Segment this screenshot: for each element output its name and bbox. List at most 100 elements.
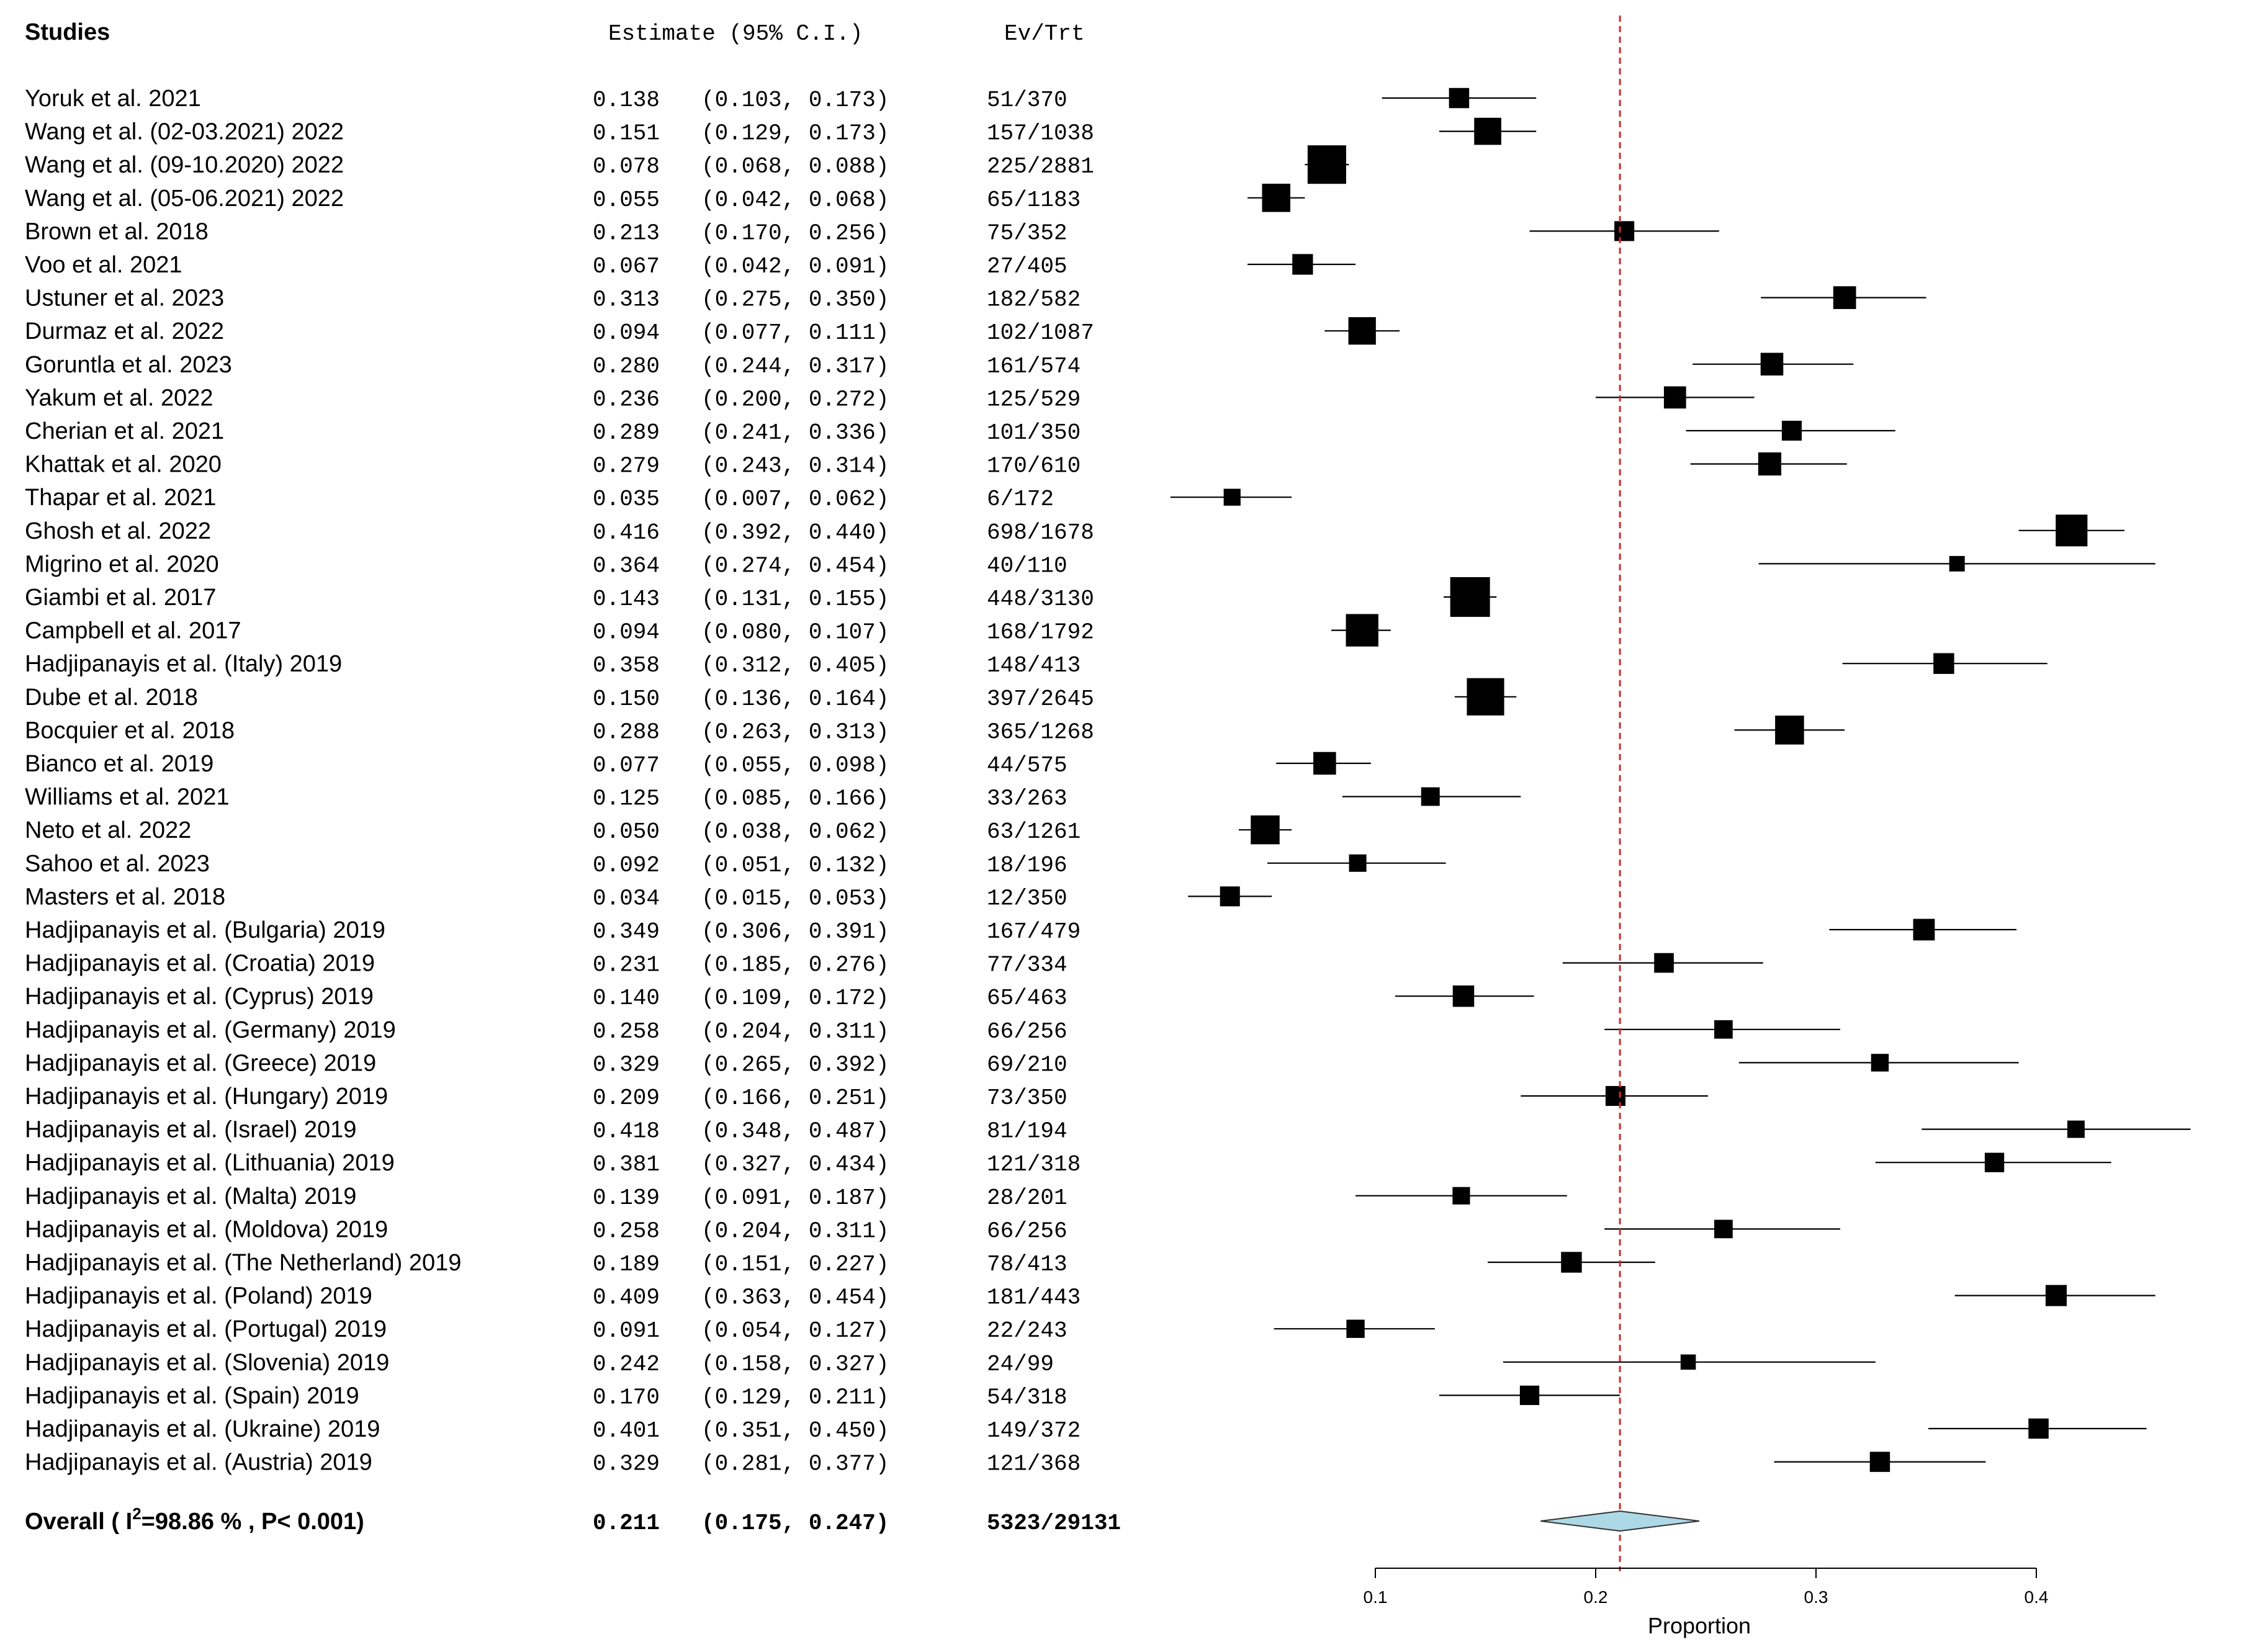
study-estimate: 0.139: [593, 1185, 660, 1211]
study-evtrt: 24/99: [987, 1352, 1054, 1377]
study-estimate: 0.280: [593, 354, 660, 379]
study-ci: (0.042, 0.091): [701, 254, 889, 279]
study-estimate: 0.242: [593, 1352, 660, 1377]
study-ci: (0.241, 0.336): [701, 420, 889, 446]
study-label: Hadjipanayis et al. (Malta) 2019: [25, 1183, 356, 1210]
overall-label-prefix: Overall (: [25, 1509, 126, 1535]
study-label: Hadjipanayis et al. (Slovenia) 2019: [25, 1350, 389, 1376]
study-evtrt: 397/2645: [987, 686, 1094, 712]
study-evtrt: 121/368: [987, 1452, 1081, 1477]
study-weight-box: [1714, 1219, 1733, 1239]
study-ci: (0.136, 0.164): [701, 686, 889, 712]
study-evtrt: 148/413: [987, 653, 1081, 678]
overall-estimate: 0.211: [593, 1511, 660, 1536]
study-ci: (0.275, 0.350): [701, 287, 889, 313]
study-ci: (0.204, 0.311): [701, 1218, 889, 1244]
study-label: Wang et al. (02-03.2021) 2022: [25, 119, 344, 145]
study-ci: (0.281, 0.377): [701, 1452, 889, 1477]
study-evtrt: 121/318: [987, 1152, 1081, 1177]
study-weight-box: [1421, 787, 1440, 806]
study-label: Durmaz et al. 2022: [25, 318, 224, 344]
study-label: Hadjipanayis et al. (Israel) 2019: [25, 1117, 356, 1143]
study-evtrt: 28/201: [987, 1185, 1068, 1211]
study-estimate: 0.094: [593, 620, 660, 645]
overall-label: Overall ( I2=98.86 % , P< 0.001): [25, 1504, 364, 1535]
study-estimate: 0.213: [593, 220, 660, 246]
study-label: Hadjipanayis et al. (Lithuania) 2019: [25, 1150, 395, 1176]
study-evtrt: 12/350: [987, 886, 1068, 911]
study-evtrt: 181/443: [987, 1285, 1081, 1311]
study-evtrt: 44/575: [987, 753, 1068, 778]
study-weight-box: [1913, 918, 1935, 941]
study-weight-box: [1474, 117, 1501, 145]
study-label: Yakum et al. 2022: [25, 385, 213, 411]
study-estimate: 0.050: [593, 819, 660, 845]
study-evtrt: 698/1678: [987, 520, 1094, 545]
study-estimate: 0.409: [593, 1285, 660, 1311]
study-estimate: 0.094: [593, 320, 660, 346]
study-estimate: 0.258: [593, 1019, 660, 1044]
overall-label-i: I: [126, 1509, 133, 1535]
overall-diamond: [1540, 1510, 1699, 1532]
study-estimate: 0.150: [593, 686, 660, 712]
study-label: Hadjipanayis et al. (Spain) 2019: [25, 1383, 359, 1409]
study-evtrt: 149/372: [987, 1418, 1081, 1443]
study-evtrt: 77/334: [987, 953, 1068, 978]
study-evtrt: 161/574: [987, 354, 1081, 379]
study-weight-box: [1714, 1020, 1733, 1039]
overall-evtrt: 5323/29131: [987, 1511, 1121, 1536]
x-tick-label: 0.1: [1364, 1587, 1388, 1607]
study-estimate: 0.189: [593, 1252, 660, 1277]
x-tick-label: 0.3: [1804, 1587, 1828, 1607]
study-ci: (0.363, 0.454): [701, 1285, 889, 1311]
study-label: Hadjipanayis et al. (Bulgaria) 2019: [25, 917, 385, 943]
study-label: Bocquier et al. 2018: [25, 717, 235, 743]
study-estimate: 0.329: [593, 1452, 660, 1477]
study-ci: (0.327, 0.434): [701, 1152, 889, 1177]
study-evtrt: 102/1087: [987, 320, 1094, 346]
study-label: Khattak et al. 2020: [25, 452, 222, 478]
study-evtrt: 33/263: [987, 786, 1068, 812]
study-evtrt: 225/2881: [987, 154, 1094, 179]
study-estimate: 0.313: [593, 287, 660, 313]
overall-label-suffix: =98.86 % , P< 0.001): [142, 1509, 364, 1535]
study-weight-box: [1781, 420, 1802, 441]
study-weight-box: [1348, 317, 1376, 345]
study-estimate: 0.125: [593, 786, 660, 812]
study-estimate: 0.078: [593, 154, 660, 179]
study-weight-box: [1262, 184, 1291, 212]
study-ci: (0.274, 0.454): [701, 553, 889, 578]
study-estimate: 0.289: [593, 420, 660, 446]
study-evtrt: 65/463: [987, 985, 1068, 1011]
study-estimate: 0.055: [593, 187, 660, 213]
study-label: Wang et al. (09-10.2020) 2022: [25, 152, 344, 178]
study-weight-box: [1984, 1152, 2005, 1172]
study-estimate: 0.236: [593, 387, 660, 412]
study-evtrt: 157/1038: [987, 121, 1094, 146]
study-weight-box: [1933, 653, 1954, 674]
study-estimate: 0.329: [593, 1052, 660, 1077]
study-label: Campbell et al. 2017: [25, 618, 241, 644]
study-estimate: 0.077: [593, 753, 660, 778]
study-ci: (0.077, 0.111): [701, 320, 889, 346]
study-weight-box: [1346, 614, 1378, 647]
study-ci: (0.244, 0.317): [701, 354, 889, 379]
study-estimate: 0.170: [593, 1385, 660, 1410]
study-label: Hadjipanayis et al. (Moldova) 2019: [25, 1216, 388, 1242]
study-label: Hadjipanayis et al. (Greece) 2019: [25, 1050, 376, 1076]
study-estimate: 0.143: [593, 586, 660, 612]
study-weight-box: [1346, 1319, 1365, 1338]
study-label: Hadjipanayis et al. (Italy) 2019: [25, 651, 342, 677]
study-weight-box: [1654, 953, 1674, 973]
study-ci: (0.185, 0.276): [701, 953, 889, 978]
study-weight-box: [1519, 1385, 1540, 1406]
study-ci: (0.015, 0.053): [701, 886, 889, 911]
study-ci: (0.129, 0.173): [701, 121, 889, 146]
study-weight-box: [1614, 221, 1635, 241]
study-estimate: 0.401: [593, 1418, 660, 1443]
study-estimate: 0.349: [593, 919, 660, 945]
study-label: Hadjipanayis et al. (Hungary) 2019: [25, 1084, 388, 1110]
study-ci: (0.038, 0.062): [701, 819, 889, 845]
study-ci: (0.068, 0.088): [701, 154, 889, 179]
